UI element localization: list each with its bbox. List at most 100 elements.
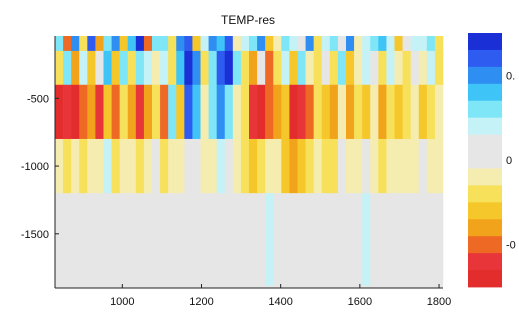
heatmap-cell bbox=[103, 50, 112, 86]
heatmap-cell bbox=[232, 84, 242, 140]
heatmap-cell bbox=[394, 36, 403, 52]
heatmap-cell bbox=[135, 193, 145, 286]
heatmap-cell bbox=[418, 84, 428, 140]
heatmap-cell bbox=[418, 36, 428, 52]
heatmap-cell bbox=[55, 50, 64, 86]
heatmap-cell bbox=[257, 84, 266, 140]
heatmap-cell bbox=[127, 50, 137, 86]
heatmap-cell bbox=[71, 50, 80, 86]
heatmap-cell bbox=[71, 193, 80, 286]
heatmap-cell bbox=[224, 36, 234, 52]
heatmap-cell bbox=[127, 84, 137, 140]
heatmap-cell bbox=[313, 84, 323, 140]
x-tick-label: 1800 bbox=[427, 296, 451, 308]
heatmap-cell bbox=[346, 138, 355, 194]
heatmap-cell bbox=[329, 193, 339, 286]
heatmap-cell bbox=[168, 50, 177, 86]
heatmap-cell bbox=[281, 138, 290, 194]
heatmap-cell bbox=[152, 36, 161, 52]
heatmap-cell bbox=[434, 193, 444, 286]
heatmap-cell bbox=[176, 50, 185, 86]
heatmap-cell bbox=[63, 50, 72, 86]
heatmap-cell bbox=[119, 84, 129, 140]
heatmap-cell bbox=[386, 138, 395, 194]
heatmap-cell bbox=[273, 193, 282, 286]
heatmap-cell bbox=[135, 36, 145, 52]
heatmap-cell bbox=[152, 193, 161, 286]
colorbar-ticks: 0. 0 -0 bbox=[506, 70, 516, 251]
heatmap-cell bbox=[87, 138, 96, 194]
colorbar-segment bbox=[468, 270, 502, 288]
heatmap-cell bbox=[329, 50, 339, 86]
heatmap-cell bbox=[224, 84, 234, 140]
heatmap-cell bbox=[265, 36, 274, 52]
heatmap-cell bbox=[265, 138, 274, 194]
heatmap-cell bbox=[305, 50, 314, 86]
colorbar-segment bbox=[468, 33, 502, 51]
heatmap-cell bbox=[79, 193, 88, 286]
heatmap-cell bbox=[346, 193, 355, 286]
heatmap-cell bbox=[273, 84, 282, 140]
heatmap-cell bbox=[289, 84, 298, 140]
heatmap-cell bbox=[55, 36, 64, 52]
heatmap-cell bbox=[143, 50, 153, 86]
heatmap-cell bbox=[192, 138, 201, 194]
heatmap-cell bbox=[200, 138, 209, 194]
heatmap-cell bbox=[354, 138, 363, 194]
heatmap-cell bbox=[216, 193, 226, 286]
heatmap-cell bbox=[200, 193, 209, 286]
heatmap-cell bbox=[305, 84, 314, 140]
colorbar-segment bbox=[468, 49, 502, 68]
heatmap-cell bbox=[184, 36, 193, 52]
heatmap-cell bbox=[111, 50, 120, 86]
heatmap-cell bbox=[152, 138, 161, 194]
colorbar-segment bbox=[468, 168, 502, 186]
heatmap-cell bbox=[426, 84, 436, 140]
heatmap-cell bbox=[434, 138, 444, 194]
heatmap-cell bbox=[168, 138, 177, 194]
heatmap-cell bbox=[249, 50, 258, 86]
heatmap-cell bbox=[63, 84, 72, 140]
heatmap-cell bbox=[192, 193, 201, 286]
heatmap-cell bbox=[55, 138, 64, 194]
heatmap-cell bbox=[362, 36, 371, 52]
heatmap-cell bbox=[434, 84, 444, 140]
colorbar-segment bbox=[468, 83, 502, 102]
heatmap-cell bbox=[265, 84, 274, 140]
heatmap-cell bbox=[370, 84, 379, 140]
heatmap-cell bbox=[184, 84, 193, 140]
heatmap-cell bbox=[192, 36, 201, 52]
heatmap-cell bbox=[232, 50, 242, 86]
heatmap-cell bbox=[257, 138, 266, 194]
heatmap-cell bbox=[402, 193, 411, 286]
heatmap-cell bbox=[297, 50, 306, 86]
colorbar-segment bbox=[468, 185, 502, 203]
heatmap-cell bbox=[63, 138, 72, 194]
heatmap-cell bbox=[192, 84, 201, 140]
heatmap-cell bbox=[297, 138, 306, 194]
heatmap-cell bbox=[224, 193, 234, 286]
heatmap-cell bbox=[216, 50, 226, 86]
heatmap-cell bbox=[119, 36, 129, 52]
heatmap-cell bbox=[95, 138, 104, 194]
heatmap-cell bbox=[402, 138, 411, 194]
heatmap-cell bbox=[71, 138, 80, 194]
heatmap-cell bbox=[281, 84, 290, 140]
heatmap-cell bbox=[257, 193, 266, 286]
heatmap-cell bbox=[321, 84, 331, 140]
y-tick-label: -1000 bbox=[21, 161, 49, 173]
heatmap-cell bbox=[232, 138, 242, 194]
heatmap-cell bbox=[87, 84, 96, 140]
heatmap-cell bbox=[208, 193, 217, 286]
heatmap-cell bbox=[119, 138, 129, 194]
x-tick-label: 1000 bbox=[110, 296, 134, 308]
heatmap-cell bbox=[426, 138, 436, 194]
heatmap-cell bbox=[249, 138, 258, 194]
heatmap-cells bbox=[55, 36, 444, 288]
heatmap-cell bbox=[95, 36, 104, 52]
colorbar-segment bbox=[468, 236, 502, 254]
heatmap-cell bbox=[354, 84, 363, 140]
heatmap-cell bbox=[87, 36, 96, 52]
heatmap-cell bbox=[289, 138, 298, 194]
heatmap-cell bbox=[313, 193, 323, 286]
